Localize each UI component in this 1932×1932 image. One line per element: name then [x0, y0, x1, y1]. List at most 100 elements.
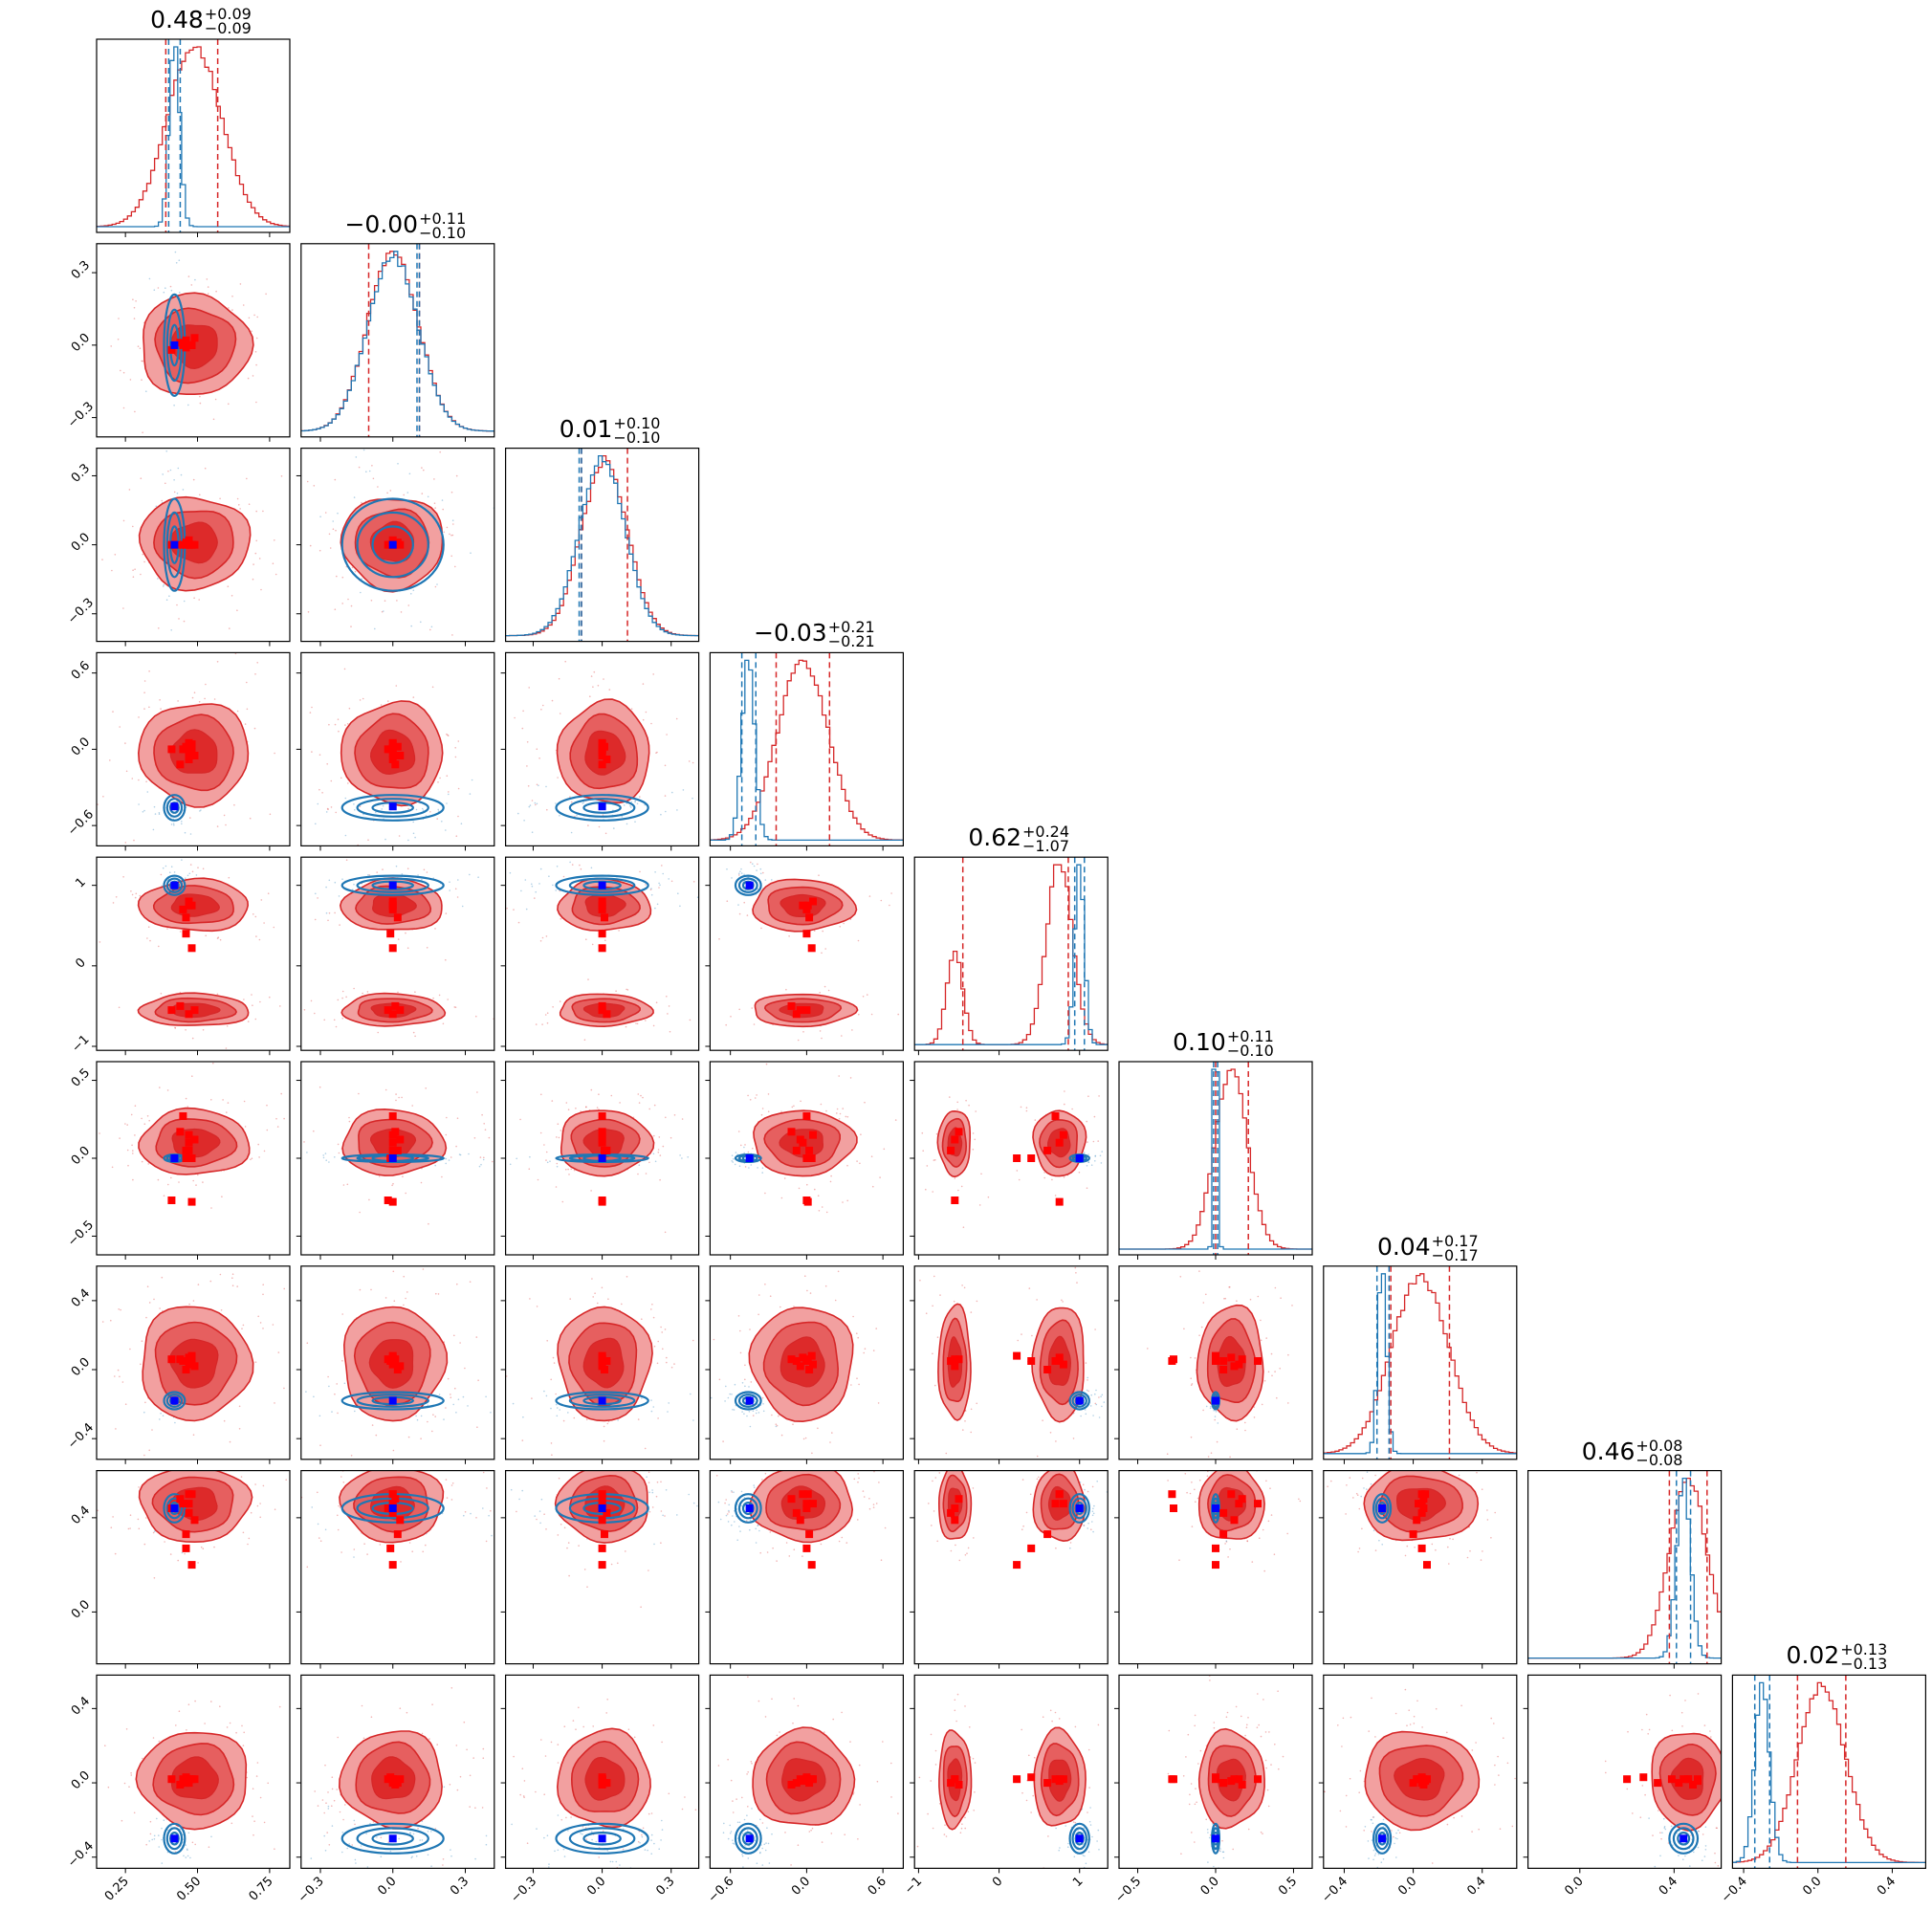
- posterior-sample-point: [749, 1099, 752, 1101]
- posterior-sample-point: [130, 890, 132, 892]
- posterior-sample-point: [402, 1263, 404, 1265]
- reference-sample-point: [1101, 1151, 1103, 1153]
- reference-sample-point: [731, 1154, 734, 1156]
- posterior-sample-point: [730, 1496, 732, 1498]
- posterior-sample-point: [975, 1110, 977, 1112]
- posterior-sample-point: [297, 905, 299, 907]
- posterior-sample-point: [236, 1285, 238, 1287]
- posterior-sample-point: [454, 1387, 456, 1390]
- truth-marker: [170, 1154, 179, 1162]
- reference-sample-point: [590, 867, 593, 869]
- posterior-sample-point: [324, 512, 327, 514]
- posterior-sample-point: [335, 1025, 338, 1028]
- truth-marker: [598, 1504, 606, 1512]
- reference-sample-point: [748, 1386, 750, 1388]
- posterior-sample-point: [956, 1109, 958, 1110]
- reference-sample-point: [1080, 1415, 1082, 1417]
- posterior-sample-point: [292, 1123, 294, 1125]
- reference-sample-point: [688, 1493, 690, 1496]
- posterior-sample-point: [921, 1131, 924, 1134]
- reference-sample-point: [731, 1490, 733, 1492]
- posterior-sample-point: [754, 1097, 757, 1099]
- posterior-sample-point: [778, 1415, 779, 1417]
- reference-sample-point: [650, 888, 652, 889]
- posterior-sample-point: [555, 1393, 557, 1395]
- posterior-sample-point: [655, 1495, 658, 1498]
- posterior-sample-point: [341, 1360, 343, 1362]
- posterior-marker: [799, 1490, 807, 1499]
- posterior-marker: [802, 1500, 811, 1508]
- posterior-sample-point: [557, 777, 559, 779]
- posterior-marker: [792, 1146, 801, 1154]
- posterior-sample-point: [453, 1006, 456, 1008]
- posterior-marker: [388, 536, 397, 544]
- posterior-sample-point: [673, 1114, 676, 1116]
- posterior-sample-point: [213, 1546, 215, 1548]
- posterior-sample-point: [658, 887, 660, 889]
- reference-contour: [555, 1391, 649, 1411]
- posterior-sample-point: [250, 1158, 252, 1161]
- posterior-marker: [386, 1544, 395, 1552]
- reference-sample-point: [427, 1404, 429, 1407]
- posterior-sample-point: [98, 1461, 99, 1463]
- posterior-sample-point: [438, 994, 441, 997]
- posterior-sample-point: [132, 298, 134, 300]
- reference-sample-point: [531, 831, 534, 833]
- reference-sample-point: [145, 390, 147, 392]
- posterior-sample-point: [963, 1286, 966, 1289]
- posterior-sample-point: [338, 730, 340, 733]
- posterior-sample-point: [142, 431, 143, 433]
- posterior-sample-point: [259, 1000, 261, 1003]
- posterior-sample-point: [667, 1013, 669, 1015]
- posterior-sample-point: [884, 1526, 887, 1529]
- reference-sample-point: [449, 889, 450, 891]
- reference-sample-point: [545, 1394, 548, 1397]
- posterior-sample-point: [1043, 1176, 1045, 1179]
- posterior-sample-point: [653, 1134, 655, 1137]
- posterior-sample-point: [455, 835, 458, 837]
- reference-sample-point: [480, 1163, 482, 1166]
- posterior-sample-point: [625, 1025, 627, 1028]
- posterior-sample-point: [639, 796, 641, 798]
- reference-sample-point: [651, 1491, 654, 1494]
- posterior-sample-point: [1279, 1368, 1281, 1370]
- reference-sample-point: [328, 1161, 330, 1163]
- reference-sample-point: [448, 1159, 450, 1161]
- posterior-sample-point: [1229, 1285, 1231, 1288]
- posterior-marker: [185, 1131, 193, 1139]
- posterior-sample-point: [159, 1448, 161, 1450]
- posterior-sample-point: [569, 1467, 571, 1469]
- reference-sample-point: [630, 801, 633, 803]
- posterior-sample-point: [212, 418, 215, 421]
- posterior-sample-point: [142, 553, 144, 556]
- posterior-sample-point: [141, 1117, 143, 1120]
- reference-sample-point: [548, 875, 550, 877]
- posterior-sample-point: [554, 1463, 556, 1465]
- reference-sample-point: [735, 1508, 738, 1510]
- posterior-sample-point: [366, 1237, 368, 1239]
- posterior-sample-point: [426, 871, 428, 873]
- posterior-sample-point: [299, 1505, 301, 1507]
- posterior-sample-point: [556, 1136, 558, 1138]
- posterior-sample-point: [793, 1306, 795, 1307]
- reference-sample-point: [543, 1390, 545, 1393]
- posterior-histogram: [914, 864, 1109, 1045]
- posterior-sample-point: [269, 996, 271, 999]
- posterior-sample-point: [718, 938, 720, 940]
- posterior-sample-point: [540, 1093, 542, 1096]
- reference-sample-point: [436, 583, 438, 585]
- reference-sample-point: [679, 1154, 681, 1156]
- posterior-sample-point: [148, 1119, 150, 1122]
- posterior-sample-point: [591, 1278, 593, 1280]
- truth-marker: [745, 881, 754, 889]
- y-tick-label: 0.0: [69, 1355, 93, 1379]
- posterior-sample-point: [766, 1551, 769, 1553]
- reference-sample-point: [538, 883, 540, 885]
- posterior-sample-point: [445, 1133, 448, 1136]
- posterior-sample-point: [327, 808, 329, 810]
- posterior-sample-point: [652, 1024, 655, 1027]
- posterior-sample-point: [191, 1436, 193, 1438]
- posterior-marker: [603, 1010, 611, 1019]
- posterior-sample-point: [546, 1340, 548, 1342]
- posterior-sample-point: [254, 1361, 257, 1363]
